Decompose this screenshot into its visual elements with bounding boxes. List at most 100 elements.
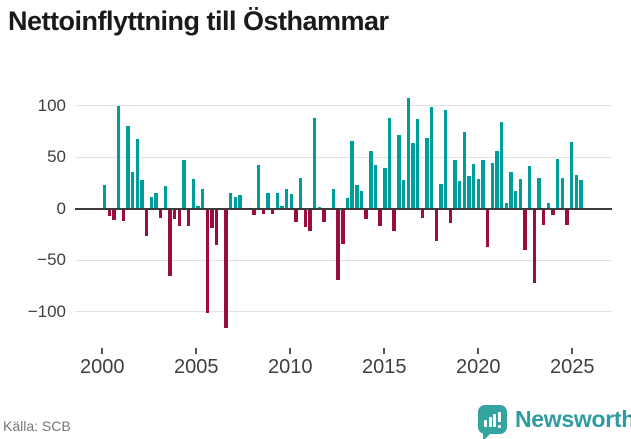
y-axis-label: −100 [27, 301, 66, 321]
bar [471, 164, 476, 209]
bar [490, 163, 494, 209]
x-axis-label: 2025 [550, 356, 595, 378]
bar [476, 178, 480, 209]
bar [359, 191, 364, 209]
gridline [75, 105, 612, 107]
y-axis-label: −50 [37, 250, 66, 270]
bar [378, 209, 382, 227]
x-axis-label: 2010 [268, 356, 313, 378]
bar [397, 134, 401, 209]
bar [551, 209, 555, 215]
bar [509, 171, 513, 209]
bar [173, 209, 177, 219]
bar [518, 178, 522, 209]
bar [140, 179, 144, 209]
chart-title: Nettoinflyttning till Östhammar [8, 6, 389, 36]
brand-name: Newsworthy [515, 406, 631, 432]
bar [457, 180, 462, 209]
bar [285, 189, 289, 209]
bar [443, 109, 448, 209]
bar [504, 202, 508, 209]
x-axis-label: 2015 [362, 356, 407, 378]
bar [513, 191, 518, 209]
bar [144, 209, 149, 237]
speech-bubble-tail [483, 433, 491, 439]
bar [266, 193, 270, 209]
bar [308, 209, 312, 232]
bar [163, 186, 168, 209]
zero-axis-line [75, 207, 612, 210]
x-axis: 2000 2005 2010 2015 2020 2025 [75, 347, 612, 383]
y-axis-label: 100 [37, 95, 66, 115]
bar [406, 98, 410, 209]
bar [121, 209, 126, 222]
bar [541, 209, 546, 226]
bar [392, 209, 396, 232]
bar [383, 167, 387, 209]
gridline [75, 156, 612, 158]
bar [350, 140, 354, 209]
bar [565, 209, 569, 226]
logo-bar-glyph [497, 412, 501, 422]
bar [579, 179, 583, 209]
logo-bar-glyph [497, 424, 501, 428]
bar [341, 209, 345, 244]
y-axis: 100 50 0 −50 −100 [0, 90, 66, 348]
bar [102, 185, 107, 209]
bar [420, 209, 424, 218]
bar [448, 209, 452, 224]
bar [364, 209, 368, 219]
bar [485, 209, 490, 247]
bar [130, 171, 135, 209]
x-axis-tick [571, 348, 574, 354]
gridline [75, 259, 612, 261]
x-axis-tick [101, 348, 104, 354]
bar [401, 179, 406, 209]
bar [439, 183, 443, 209]
bar [177, 209, 182, 227]
bar [149, 197, 154, 209]
bar [275, 193, 280, 209]
y-axis-label: 0 [56, 198, 66, 218]
x-axis-tick [289, 348, 292, 354]
bar [107, 209, 111, 216]
bar [425, 137, 429, 209]
bar [303, 209, 308, 228]
bar [182, 160, 186, 209]
bar [532, 209, 536, 283]
bar [271, 209, 275, 214]
bar [453, 160, 457, 209]
bar [205, 209, 210, 313]
gridline [75, 311, 612, 313]
bar [280, 205, 284, 209]
bar [537, 177, 541, 209]
bar [481, 160, 485, 209]
bar [135, 138, 140, 209]
y-axis-label: 50 [47, 147, 66, 167]
bar [499, 122, 504, 209]
bar [313, 118, 317, 209]
bar [317, 206, 322, 209]
bar [299, 177, 303, 209]
bar [569, 141, 574, 209]
logo-bar-glyph [493, 414, 496, 427]
bar [355, 185, 359, 209]
bar [116, 105, 121, 209]
bar [336, 209, 340, 280]
bar [387, 118, 392, 209]
bar [238, 195, 242, 209]
x-axis-tick [195, 348, 198, 354]
bar [331, 189, 336, 209]
bar [112, 209, 116, 220]
bar [495, 151, 499, 209]
bar [233, 197, 238, 209]
bar [467, 175, 471, 209]
bar [229, 193, 233, 209]
x-axis-tick [383, 348, 386, 354]
bar [196, 205, 200, 209]
bar [168, 209, 172, 276]
bar [294, 209, 298, 223]
bar [429, 106, 434, 209]
x-axis-label: 2005 [174, 356, 219, 378]
